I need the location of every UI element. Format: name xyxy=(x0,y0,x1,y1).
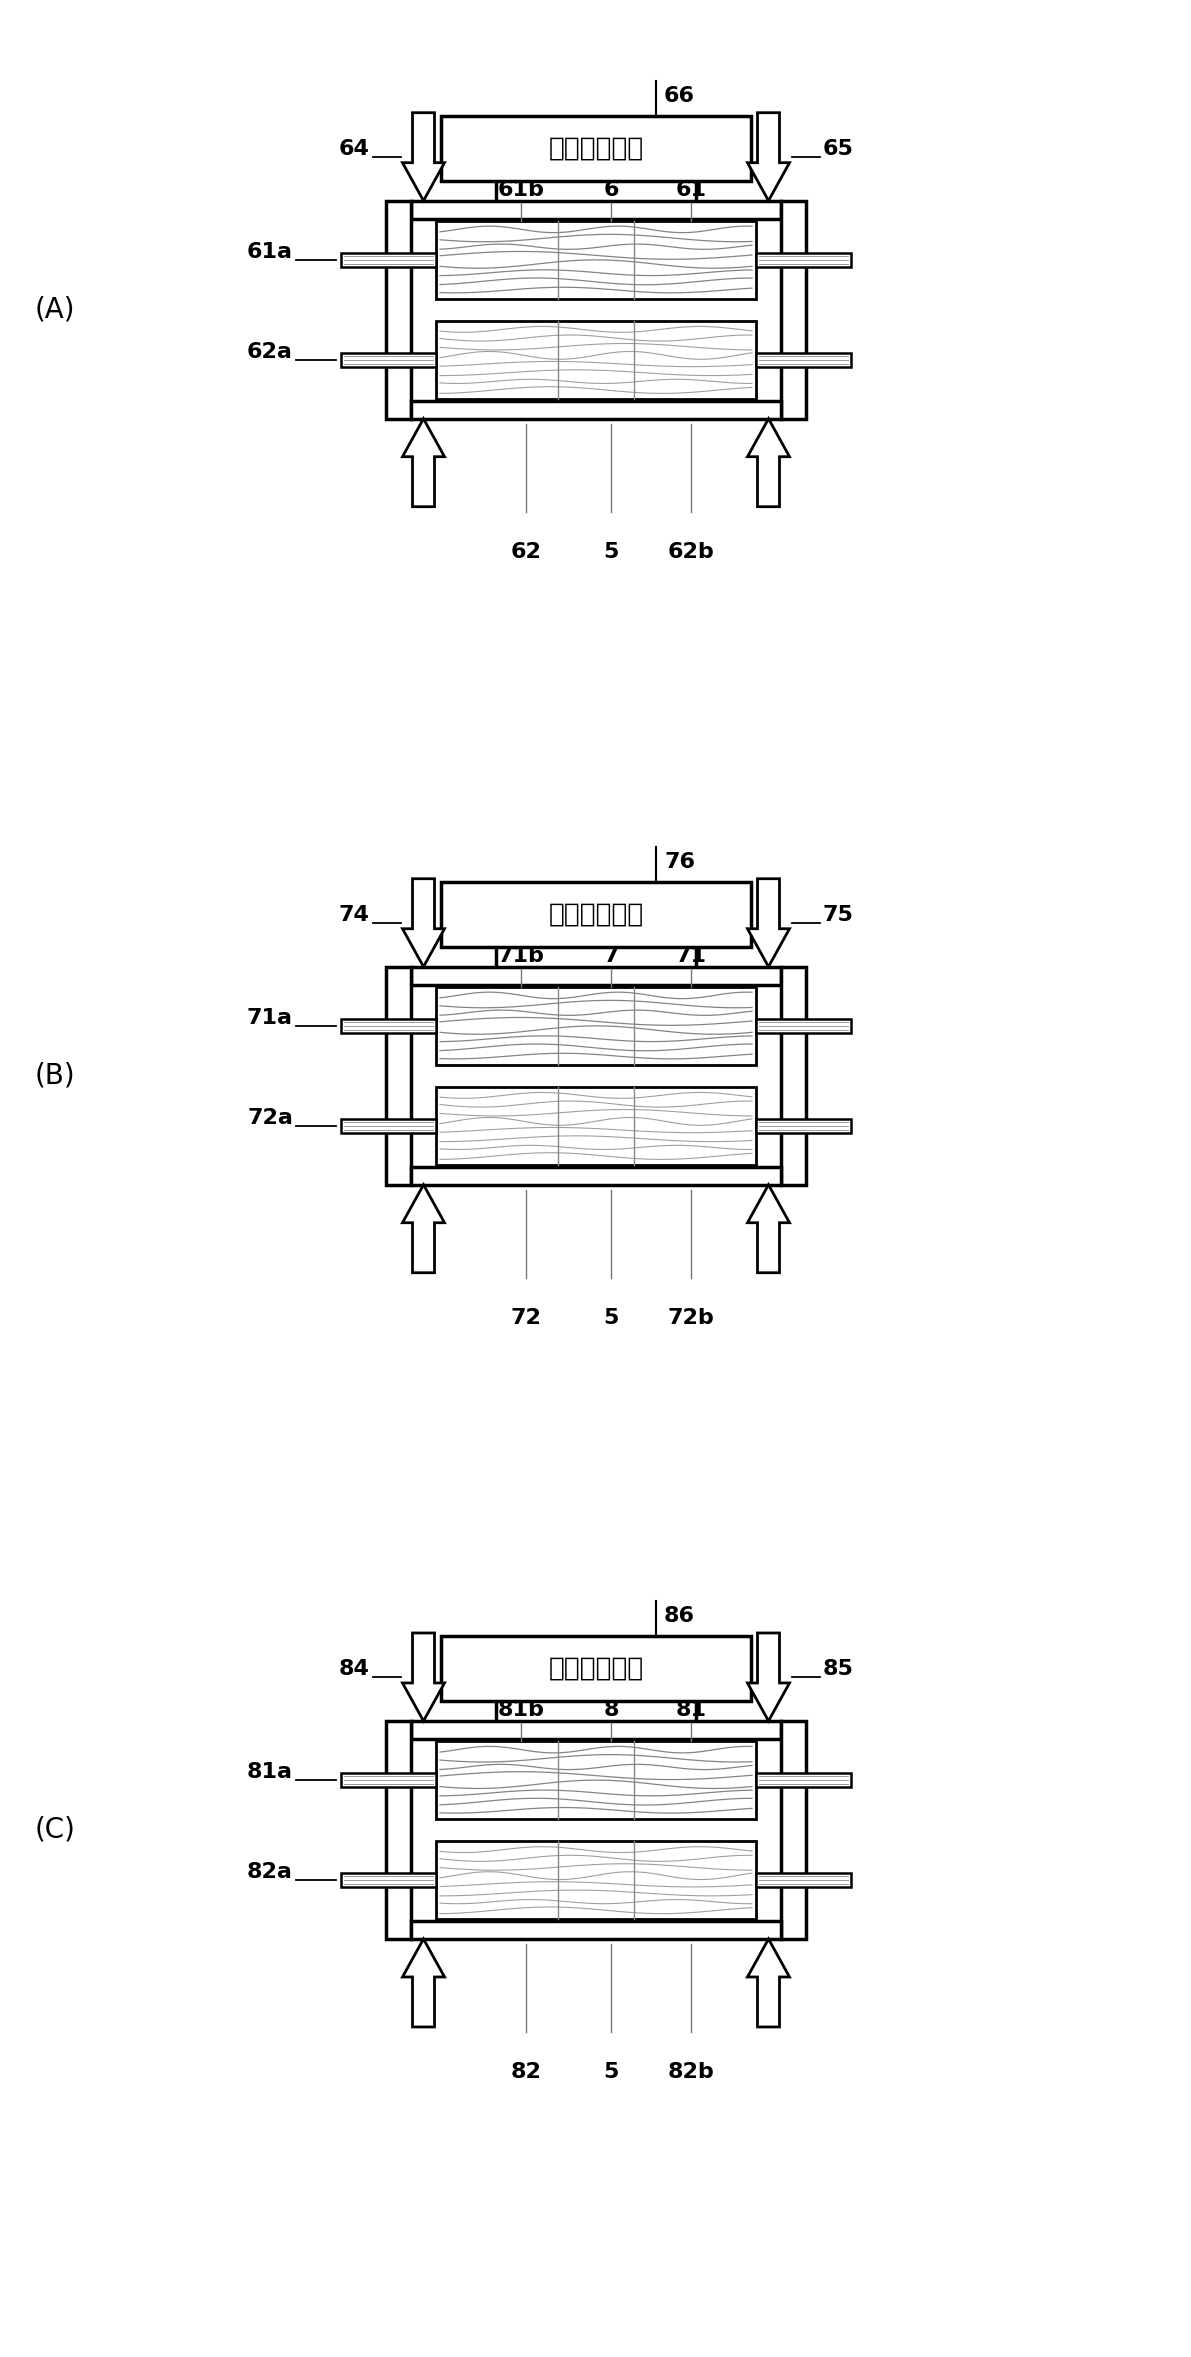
Bar xyxy=(411,1167,781,1186)
Text: 65: 65 xyxy=(823,139,854,158)
Text: 86: 86 xyxy=(665,1605,696,1626)
Polygon shape xyxy=(748,1633,790,1721)
Text: 75: 75 xyxy=(823,905,854,924)
Bar xyxy=(411,401,781,420)
Bar xyxy=(756,1772,852,1787)
Text: 6: 6 xyxy=(604,179,619,200)
Polygon shape xyxy=(403,420,444,507)
Polygon shape xyxy=(403,113,444,200)
Bar xyxy=(341,1120,436,1134)
Text: 载荷控制装置: 载荷控制装置 xyxy=(548,134,643,160)
Text: 66: 66 xyxy=(665,85,696,106)
Bar xyxy=(411,966,781,985)
Text: 62a: 62a xyxy=(247,342,293,361)
Bar xyxy=(781,966,806,1186)
Text: 81a: 81a xyxy=(247,1763,293,1782)
Bar xyxy=(341,1772,436,1787)
Polygon shape xyxy=(748,420,790,507)
Polygon shape xyxy=(748,1940,790,2027)
Bar xyxy=(756,252,852,266)
Bar xyxy=(436,1742,756,1820)
Text: (A): (A) xyxy=(35,295,75,323)
Bar xyxy=(441,882,752,948)
Text: 72b: 72b xyxy=(668,1308,715,1327)
Bar xyxy=(756,1018,852,1032)
Text: 84: 84 xyxy=(338,1659,369,1678)
Text: 5: 5 xyxy=(604,1308,618,1327)
Polygon shape xyxy=(748,1186,790,1273)
Text: 61: 61 xyxy=(675,179,706,200)
Bar xyxy=(441,1636,752,1702)
Bar xyxy=(781,200,806,420)
Text: (B): (B) xyxy=(35,1061,75,1089)
Text: 64: 64 xyxy=(338,139,369,158)
Bar xyxy=(781,1721,806,1940)
Bar xyxy=(441,115,752,181)
Text: 72a: 72a xyxy=(247,1108,293,1127)
Text: 载荷控制装置: 载荷控制装置 xyxy=(548,900,643,926)
Bar xyxy=(341,354,436,368)
Bar xyxy=(436,321,756,398)
Bar xyxy=(756,1120,852,1134)
Bar xyxy=(386,966,411,1186)
Text: 62: 62 xyxy=(511,542,542,561)
Bar xyxy=(436,988,756,1065)
Bar xyxy=(436,1841,756,1919)
Text: (C): (C) xyxy=(35,1815,75,1843)
Polygon shape xyxy=(748,879,790,966)
Polygon shape xyxy=(403,879,444,966)
Text: 82a: 82a xyxy=(247,1862,293,1881)
Text: 76: 76 xyxy=(665,851,696,872)
Text: 81: 81 xyxy=(675,1699,706,1721)
Text: 71b: 71b xyxy=(498,945,544,966)
Polygon shape xyxy=(403,1633,444,1721)
Text: 74: 74 xyxy=(338,905,369,924)
Text: 61a: 61a xyxy=(247,243,293,262)
Bar xyxy=(436,1087,756,1164)
Text: 8: 8 xyxy=(604,1699,619,1721)
Bar xyxy=(386,1721,411,1940)
Text: 7: 7 xyxy=(604,945,619,966)
Bar xyxy=(341,1018,436,1032)
Text: 载荷控制装置: 载荷控制装置 xyxy=(548,1655,643,1681)
Text: 82: 82 xyxy=(511,2062,542,2081)
Text: 72: 72 xyxy=(511,1308,542,1327)
Bar xyxy=(756,354,852,368)
Polygon shape xyxy=(403,1940,444,2027)
Polygon shape xyxy=(748,113,790,200)
Bar xyxy=(341,1874,436,1888)
Text: 82b: 82b xyxy=(668,2062,715,2081)
Text: 71: 71 xyxy=(675,945,706,966)
Text: 61b: 61b xyxy=(498,179,544,200)
Bar xyxy=(436,222,756,299)
Bar xyxy=(411,1921,781,1940)
Text: 71a: 71a xyxy=(247,1009,293,1028)
Bar xyxy=(756,1874,852,1888)
Text: 85: 85 xyxy=(823,1659,854,1678)
Bar xyxy=(386,200,411,420)
Polygon shape xyxy=(403,1186,444,1273)
Bar xyxy=(411,200,781,219)
Bar xyxy=(341,252,436,266)
Bar xyxy=(411,1721,781,1739)
Text: 81b: 81b xyxy=(498,1699,544,1721)
Text: 5: 5 xyxy=(604,2062,618,2081)
Text: 5: 5 xyxy=(604,542,618,561)
Text: 62b: 62b xyxy=(668,542,715,561)
